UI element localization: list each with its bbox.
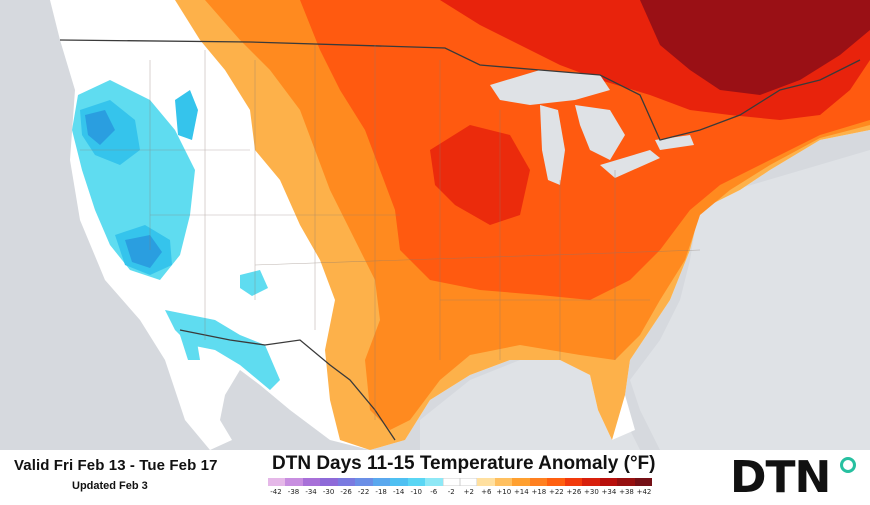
legend-tick-label: -22 — [357, 488, 370, 496]
legend-tick-label: +38 — [619, 488, 634, 496]
state-boundaries — [80, 45, 701, 420]
legend-swatch — [459, 478, 478, 486]
legend-tick-label: -18 — [375, 488, 387, 496]
valid-date-range: Valid Fri Feb 13 - Tue Feb 17 — [14, 457, 218, 474]
legend-tick-label: +10 — [496, 488, 512, 496]
anomaly-warm-darkest — [640, 0, 870, 95]
legend-swatch — [372, 478, 391, 486]
legend-tick-label: -6 — [430, 488, 438, 496]
legend-swatch — [320, 478, 338, 486]
legend-tick-label: -30 — [322, 488, 335, 496]
anomaly-cool-patch-baja — [180, 330, 200, 360]
temperature-anomaly-map — [0, 0, 870, 450]
lake-superior — [490, 70, 610, 105]
us-mexico-border — [179, 329, 396, 441]
legend-tick-label: -2 — [447, 488, 455, 496]
legend-tick-label: -38 — [287, 488, 300, 496]
legend-swatch — [477, 478, 495, 486]
updated-date: Updated Feb 3 — [72, 480, 148, 492]
anomaly-cool-strong-northwest — [85, 110, 115, 145]
us-canada-border — [59, 39, 861, 141]
legend-tick-label: +26 — [566, 488, 582, 496]
dtn-logo-text: DTN — [730, 452, 831, 503]
legend-swatch — [599, 478, 618, 486]
legend-swatch — [564, 478, 583, 486]
legend-swatch — [268, 478, 286, 486]
color-scale-legend: -42 -38 -34 -30 -26 -22 -18 -14 -10 -6 -2 +2 +6 +10 +1… — [268, 478, 652, 500]
atlantic-water — [630, 150, 870, 450]
legend-swatch — [494, 478, 513, 486]
anomaly-cool-southwest — [165, 310, 280, 390]
legend-tick-label: -10 — [410, 488, 422, 496]
anomaly-warm-deep-midwest — [430, 125, 530, 225]
legend-swatch — [390, 478, 408, 486]
legend-swatch — [407, 478, 426, 486]
legend-swatch — [302, 478, 321, 486]
legend-swatch — [547, 478, 565, 486]
legend-swatch — [634, 478, 652, 486]
legend-tick-label: -14 — [392, 488, 405, 496]
legend-swatch — [337, 478, 356, 486]
legend-swatch — [285, 478, 303, 486]
anomaly-cool-idaho — [175, 90, 198, 140]
legend-tick-label: +30 — [584, 488, 599, 496]
legend-tick-label: +34 — [601, 488, 617, 496]
gulf-water — [420, 360, 640, 450]
legend-tick-label: -34 — [305, 488, 317, 496]
legend-swatch — [512, 478, 530, 486]
legend-tick-label: +18 — [531, 488, 547, 496]
legend-swatches — [268, 478, 652, 486]
legend-ticks: -42 -38 -34 -30 -26 -22 -18 -14 -10 -6 -2 +2 +6 +10 +1… — [268, 488, 652, 500]
legend-swatch — [582, 478, 600, 486]
map-title: DTN Days 11-15 Temperature Anomaly (°F) — [272, 453, 656, 474]
legend-swatch — [355, 478, 373, 486]
legend-swatch — [442, 478, 460, 486]
legend-tick-label: -26 — [340, 488, 352, 496]
logo-ring-icon — [840, 457, 856, 473]
dtn-logo: DTN — [730, 454, 860, 502]
lake-michigan — [540, 105, 565, 185]
legend-tick-label: +22 — [548, 488, 564, 496]
legend-tick-label: +14 — [513, 488, 529, 496]
lake-huron — [575, 105, 625, 160]
legend-swatch — [529, 478, 548, 486]
map-footer: Valid Fri Feb 13 - Tue Feb 17 Updated Fe… — [0, 450, 870, 505]
legend-tick-label: +2 — [463, 488, 474, 496]
legend-swatch — [425, 478, 443, 486]
anomaly-cool-patch-arizona — [240, 270, 268, 296]
anomaly-cool-strong-california — [125, 235, 162, 268]
legend-swatch — [617, 478, 635, 486]
legend-tick-label: +6 — [481, 488, 492, 496]
legend-tick-label: +42 — [636, 488, 652, 496]
legend-tick-label: -42 — [270, 488, 282, 496]
